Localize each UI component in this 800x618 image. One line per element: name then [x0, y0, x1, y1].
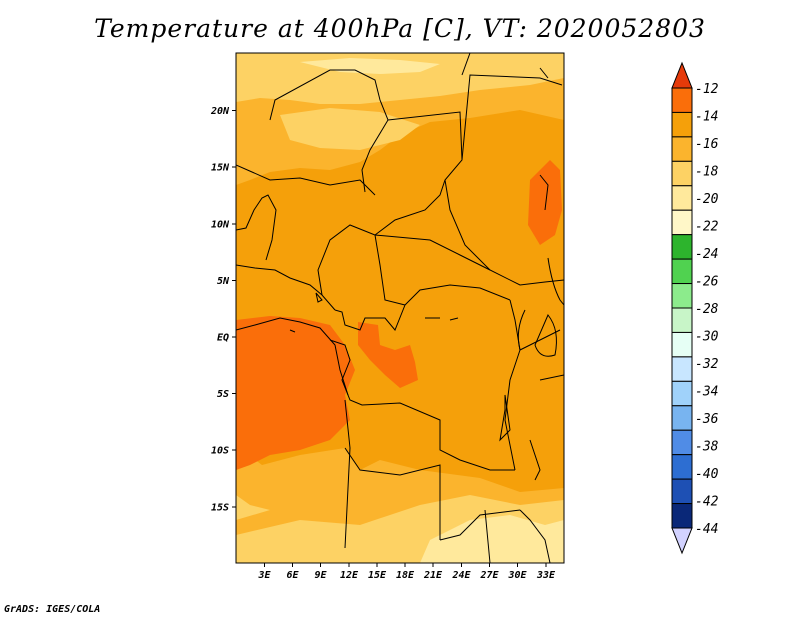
lat-label: 10S — [211, 446, 229, 457]
colorbar-box — [671, 331, 693, 358]
colorbar-label: -42 — [695, 495, 719, 510]
lat-label: 10N — [211, 220, 230, 231]
lon-label: 18E — [396, 570, 415, 581]
colorbar-box — [671, 429, 693, 456]
map-frame — [235, 52, 565, 564]
colorbar-box — [671, 380, 693, 407]
lon-label: 15E — [368, 570, 387, 581]
colorbar-box — [671, 405, 693, 431]
colorbar-label: -18 — [695, 165, 719, 180]
colorbar-labels: -12 -14 -16 -18 -20 -22 -24 -26 -28 -30 … — [695, 82, 719, 537]
lon-axis: 3E 6E 9E 12E 15E 18E 21E 24E 27E 30E 33E — [257, 563, 556, 581]
colorbar-box — [671, 209, 693, 236]
temp-band-18-20-sahara — [280, 108, 420, 150]
lat-label: 20N — [210, 106, 230, 117]
colorbar-label: -38 — [695, 440, 719, 455]
colorbar-top-arrow — [671, 61, 693, 89]
colorbar-label: -28 — [695, 302, 719, 317]
colorbar-label: -20 — [695, 192, 719, 207]
colorbar-box — [671, 160, 693, 187]
colorbar-bottom-arrow — [671, 527, 693, 555]
colorbar-box — [671, 478, 693, 505]
lon-label: 30E — [507, 570, 527, 581]
map-panel: 3E 6E 9E 12E 15E 18E 21E 24E 27E 30E 33E — [210, 52, 565, 581]
lat-label: 15N — [211, 163, 230, 174]
colorbar-box — [671, 87, 693, 113]
lat-label: 5N — [217, 276, 230, 287]
colorbar-box — [671, 234, 693, 260]
temp-band-12-14-congo — [358, 322, 418, 388]
lat-label: 5S — [217, 389, 229, 400]
temp-band-12-14-atlantic — [236, 316, 355, 470]
lon-label: 33E — [536, 570, 556, 581]
colorbar-box — [671, 283, 693, 309]
colorbar-label: -24 — [695, 247, 718, 262]
colorbar-boxes — [671, 87, 693, 529]
temp-band-18-20-sw — [236, 495, 270, 520]
lon-label: 21E — [423, 570, 443, 581]
borders — [236, 53, 564, 563]
colorbar-label: -34 — [695, 385, 718, 400]
lon-label: 27E — [479, 570, 499, 581]
lon-label: 9E — [314, 570, 327, 581]
colorbar-box — [671, 503, 693, 529]
colorbar-label: -22 — [695, 220, 719, 235]
colorbar-label: -16 — [695, 137, 719, 152]
colorbar-label: -40 — [695, 467, 719, 482]
lon-label: 12E — [340, 570, 359, 581]
colorbar: -12 -14 -16 -18 -20 -22 -24 -26 -28 -30 … — [671, 61, 719, 555]
lat-label: EQ — [217, 333, 229, 344]
grads-credit: GrADS: IGES/COLA — [4, 604, 101, 615]
colorbar-label: -12 — [695, 82, 719, 97]
map-title: Temperature at 400hPa [C], VT: 202005280… — [94, 14, 706, 43]
colorbar-box — [671, 454, 693, 480]
lon-label: 6E — [286, 570, 299, 581]
lon-label: 24E — [451, 570, 471, 581]
colorbar-box — [671, 136, 693, 162]
colorbar-label: -26 — [695, 275, 719, 290]
colorbar-box — [671, 307, 693, 333]
lon-label: 3E — [257, 570, 271, 581]
lat-axis: 20N 15N 10N 5N EQ 5S 10S 15S — [210, 106, 236, 514]
colorbar-box — [671, 258, 693, 285]
colorbar-label: -32 — [695, 357, 719, 372]
colorbar-label: -14 — [695, 110, 718, 125]
colorbar-label: -36 — [695, 412, 719, 427]
colorbar-label: -44 — [695, 522, 718, 537]
colorbar-box — [671, 356, 693, 382]
lat-label: 15S — [211, 503, 229, 514]
temp-band-12-14-sudan — [528, 160, 562, 245]
colorbar-box — [671, 185, 693, 211]
colorbar-box — [671, 111, 693, 138]
colorbar-label: -30 — [695, 330, 719, 345]
temp-band-20-22-south — [420, 515, 564, 563]
